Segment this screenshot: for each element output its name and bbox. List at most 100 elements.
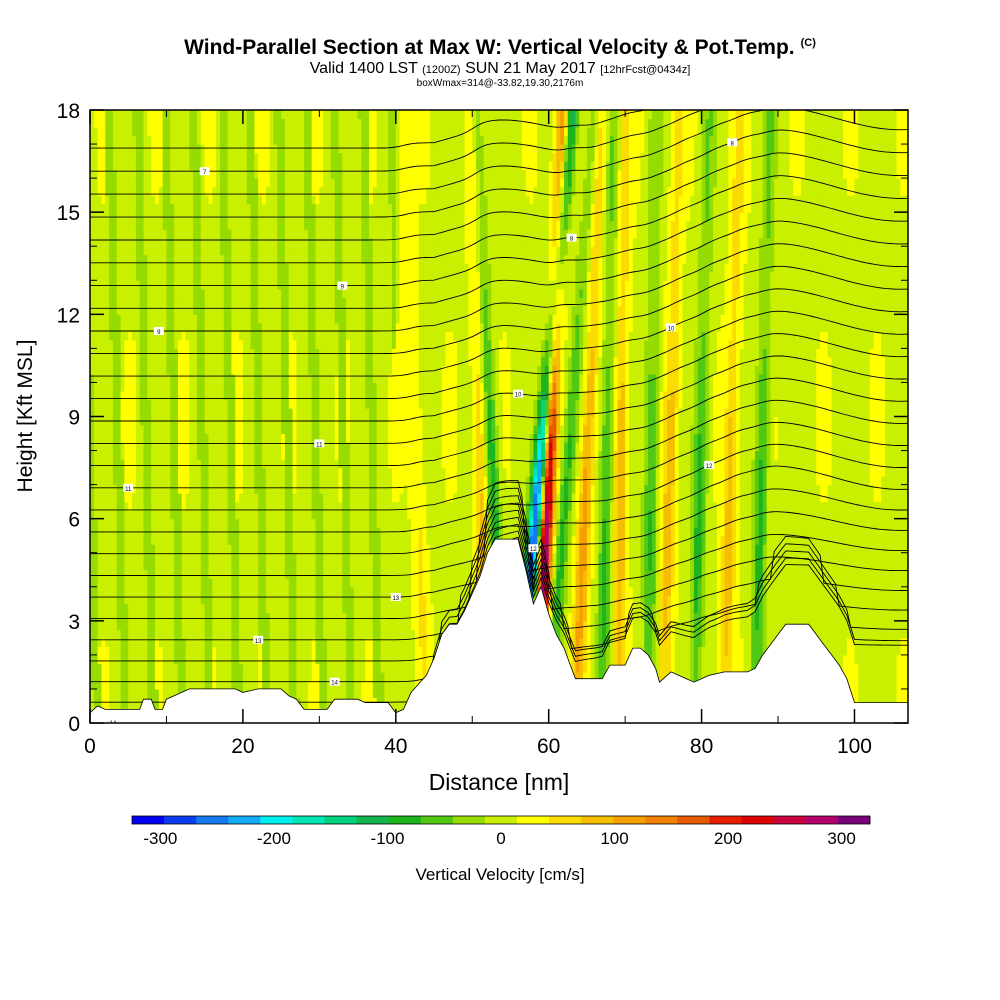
- velocity-cell: [311, 612, 317, 622]
- velocity-cell: [319, 501, 324, 511]
- velocity-cell: [181, 305, 187, 315]
- velocity-cell: [158, 356, 164, 367]
- velocity-cell: [216, 373, 221, 384]
- velocity-cell: [124, 433, 129, 443]
- velocity-cell: [166, 390, 171, 401]
- velocity-cell: [273, 195, 278, 205]
- velocity-cell: [323, 390, 328, 401]
- velocity-cell: [342, 161, 347, 171]
- velocity-cell: [346, 467, 351, 477]
- velocity-cell: [250, 127, 255, 137]
- velocity-cell: [262, 195, 267, 205]
- velocity-cell: [147, 331, 152, 341]
- velocity-cell: [288, 135, 294, 145]
- velocity-cell: [319, 288, 324, 298]
- velocity-cell: [219, 135, 225, 145]
- velocity-cell: [273, 203, 278, 213]
- velocity-cell: [185, 144, 190, 154]
- velocity-cell: [246, 569, 252, 579]
- velocity-cell: [109, 144, 114, 154]
- velocity-cell: [281, 518, 286, 528]
- velocity-cell: [300, 569, 305, 579]
- velocity-cell: [124, 186, 129, 196]
- velocity-cell: [132, 110, 137, 120]
- velocity-cell: [334, 433, 340, 443]
- velocity-cell: [90, 169, 95, 179]
- velocity-cell: [273, 152, 278, 162]
- velocity-cell: [105, 144, 110, 154]
- velocity-cell: [300, 127, 305, 137]
- velocity-cell: [304, 297, 309, 307]
- velocity-cell: [116, 518, 122, 528]
- velocity-cell: [269, 663, 275, 673]
- velocity-cell: [319, 552, 324, 562]
- velocity-cell: [154, 246, 160, 256]
- velocity-cell: [284, 348, 290, 358]
- velocity-cell: [204, 425, 210, 435]
- velocity-cell: [304, 399, 309, 409]
- velocity-cell: [319, 433, 324, 443]
- velocity-cell: [319, 246, 324, 256]
- velocity-cell: [319, 237, 324, 247]
- velocity-cell: [147, 339, 152, 349]
- velocity-cell: [262, 390, 267, 401]
- velocity-cell: [124, 161, 129, 171]
- velocity-cell: [158, 629, 164, 639]
- velocity-cell: [296, 237, 301, 247]
- velocity-cell: [181, 544, 187, 554]
- velocity-cell: [296, 620, 301, 630]
- velocity-cell: [105, 484, 110, 494]
- velocity-cell: [323, 484, 328, 494]
- velocity-cell: [346, 229, 351, 239]
- velocity-cell: [193, 305, 198, 315]
- velocity-cell: [353, 646, 359, 656]
- velocity-cell: [334, 263, 340, 273]
- velocity-cell: [292, 288, 298, 298]
- velocity-cell: [162, 586, 168, 596]
- velocity-cell: [101, 450, 106, 460]
- velocity-cell: [338, 203, 343, 213]
- velocity-cell: [326, 510, 332, 520]
- velocity-cell: [319, 305, 324, 315]
- velocity-cell: [284, 229, 290, 239]
- velocity-cell: [273, 339, 278, 349]
- velocity-cell: [97, 561, 103, 571]
- velocity-cell: [105, 493, 110, 503]
- velocity-cell: [284, 671, 290, 682]
- velocity-cell: [265, 271, 271, 281]
- velocity-cell: [181, 356, 187, 367]
- velocity-cell: [235, 620, 240, 630]
- velocity-cell: [288, 603, 294, 613]
- velocity-cell: [265, 229, 271, 239]
- velocity-cell: [101, 561, 106, 571]
- velocity-cell: [284, 365, 290, 375]
- velocity-cell: [277, 220, 282, 230]
- velocity-cell: [200, 178, 206, 188]
- velocity-cell: [197, 603, 202, 613]
- velocity-cell: [349, 356, 355, 367]
- velocity-cell: [97, 407, 103, 418]
- velocity-cell: [262, 476, 267, 486]
- velocity-cell: [93, 459, 99, 469]
- velocity-cell: [254, 595, 259, 605]
- velocity-cell: [227, 425, 233, 435]
- velocity-cell: [101, 178, 106, 188]
- velocity-cell: [273, 620, 278, 630]
- velocity-cell: [212, 654, 217, 664]
- velocity-cell: [284, 603, 290, 613]
- velocity-cell: [151, 561, 156, 571]
- velocity-cell: [288, 425, 294, 435]
- velocity-cell: [166, 501, 171, 511]
- velocity-cell: [346, 552, 351, 562]
- velocity-cell: [208, 450, 213, 460]
- velocity-cell: [315, 322, 320, 332]
- velocity-cell: [349, 271, 355, 281]
- velocity-cell: [326, 680, 332, 690]
- velocity-cell: [174, 484, 179, 494]
- velocity-cell: [269, 280, 275, 290]
- velocity-cell: [338, 365, 343, 375]
- velocity-cell: [281, 271, 286, 281]
- velocity-cell: [231, 544, 236, 554]
- velocity-cell: [304, 390, 309, 401]
- velocity-cell: [273, 135, 278, 145]
